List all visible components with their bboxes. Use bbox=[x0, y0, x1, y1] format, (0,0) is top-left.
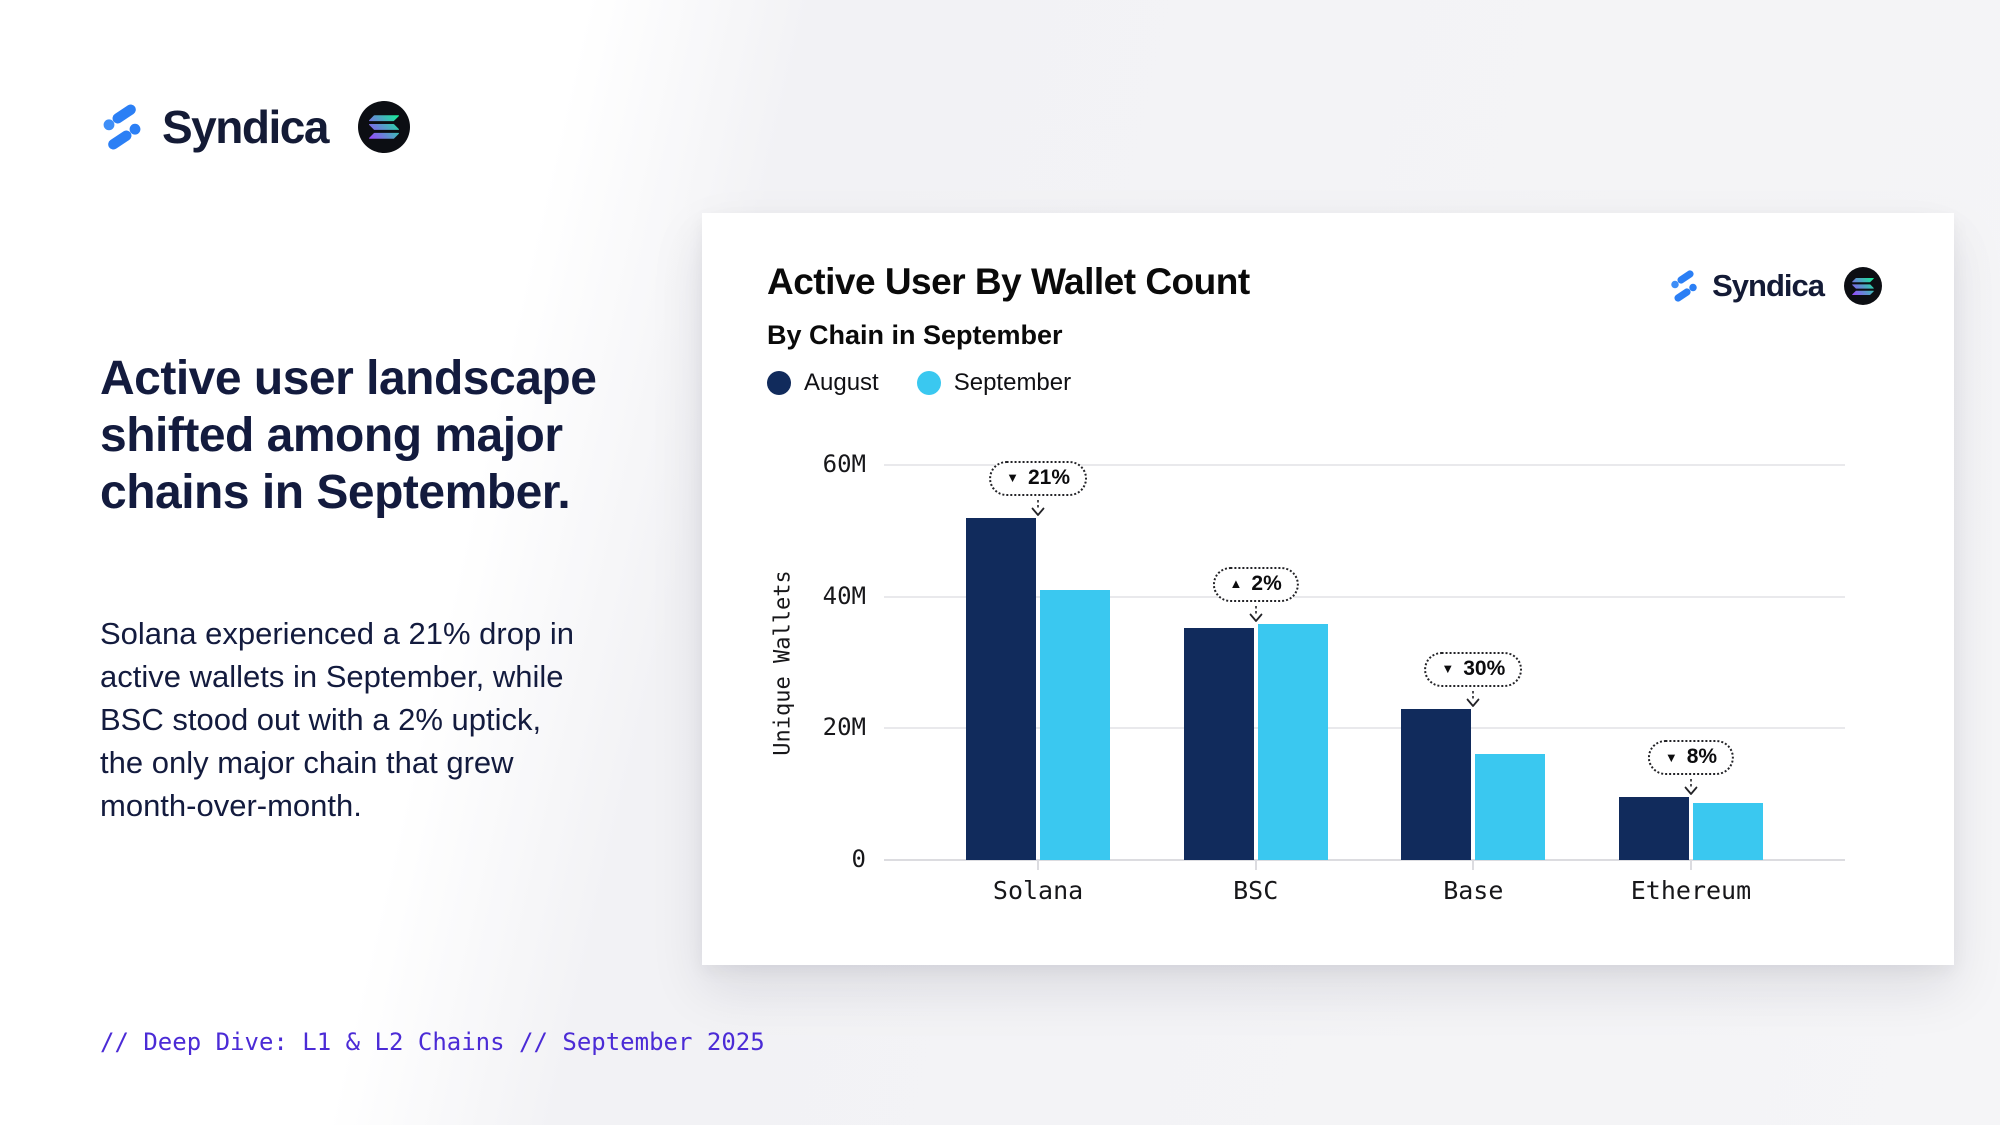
gridline bbox=[884, 727, 1845, 730]
chart-title: Active User By Wallet Count bbox=[767, 261, 1250, 302]
august-dot-icon bbox=[767, 371, 791, 395]
axis-tick bbox=[1037, 860, 1040, 870]
x-axis-label: BSC bbox=[1233, 876, 1279, 905]
syndica-wordmark: Syndica bbox=[1712, 268, 1825, 303]
solana-logo-icon bbox=[1852, 277, 1874, 295]
up-arrow-icon: ▲ bbox=[1229, 576, 1243, 592]
y-tick-label: 40M bbox=[822, 581, 866, 610]
footer-tagline: // Deep Dive: L1 & L2 Chains // Septembe… bbox=[100, 1028, 765, 1056]
y-axis-title: Unique Wallets bbox=[770, 569, 796, 756]
dotted-down-arrow-icon bbox=[1684, 779, 1698, 796]
legend-label: August bbox=[804, 369, 879, 396]
x-axis-label: Ethereum bbox=[1630, 876, 1752, 905]
change-badge: ▼ 30% bbox=[1424, 651, 1523, 687]
x-axis-label: Base bbox=[1443, 876, 1504, 905]
gridline bbox=[884, 859, 1845, 861]
change-badge: ▼ 8% bbox=[1647, 740, 1735, 776]
down-arrow-icon: ▼ bbox=[1441, 661, 1455, 677]
chart-card: Active User By Wallet Count By Chain in … bbox=[702, 213, 1954, 965]
axis-tick bbox=[1472, 860, 1475, 870]
down-arrow-icon: ▼ bbox=[1006, 470, 1019, 486]
chart-subtitle: By Chain in September bbox=[767, 320, 1063, 350]
bar-august bbox=[1401, 708, 1472, 860]
x-axis-label: Solana bbox=[992, 876, 1084, 905]
y-tick-label: 0 bbox=[851, 845, 866, 873]
y-tick-label: 20M bbox=[822, 713, 866, 742]
headline: Active user landscape shifted among majo… bbox=[100, 352, 597, 519]
legend-item-august: August bbox=[767, 369, 879, 397]
dotted-down-arrow-icon bbox=[1249, 605, 1263, 622]
solana-logo-icon bbox=[368, 115, 399, 139]
axis-tick bbox=[1254, 860, 1257, 870]
change-badge: ▲ 2% bbox=[1212, 566, 1299, 602]
dotted-down-arrow-icon bbox=[1031, 499, 1045, 516]
syndica-wordmark: Syndica bbox=[162, 101, 329, 153]
body-text: Solana experienced a 21% drop in active … bbox=[100, 616, 574, 823]
change-percent: 21% bbox=[1027, 465, 1070, 489]
header-logo: Syndica bbox=[96, 100, 410, 154]
card-logo: Syndica bbox=[1666, 267, 1882, 305]
bar-september bbox=[1475, 754, 1546, 860]
dotted-down-arrow-icon bbox=[1466, 690, 1480, 707]
gridline bbox=[884, 595, 1845, 598]
chart-area: 60M 40M 20M 0 Unique Wallets Solana ▼ 21% BSC ▲ 2%… bbox=[702, 213, 1954, 965]
bar-august bbox=[1618, 797, 1689, 860]
bar-august bbox=[966, 517, 1037, 860]
bar-september bbox=[1257, 623, 1328, 860]
change-badge: ▼ 21% bbox=[989, 460, 1087, 496]
bar-september bbox=[1040, 590, 1111, 860]
september-dot-icon bbox=[916, 371, 941, 395]
bar-august bbox=[1183, 628, 1254, 860]
change-percent: 30% bbox=[1463, 656, 1506, 680]
syndica-logo-icon bbox=[103, 104, 141, 150]
solana-badge bbox=[1844, 267, 1882, 305]
solana-badge bbox=[357, 101, 410, 153]
bar-september bbox=[1692, 802, 1763, 860]
down-arrow-icon: ▼ bbox=[1664, 749, 1678, 765]
change-percent: 8% bbox=[1686, 745, 1718, 769]
y-tick-label: 60M bbox=[822, 450, 866, 478]
chart-legend: August September bbox=[767, 369, 1071, 397]
legend-item-september: September bbox=[916, 369, 1072, 397]
gridline bbox=[884, 464, 1845, 466]
syndica-logo-icon bbox=[1671, 270, 1697, 302]
change-percent: 2% bbox=[1251, 571, 1282, 595]
axis-tick bbox=[1689, 860, 1692, 870]
legend-label: September bbox=[953, 369, 1072, 396]
